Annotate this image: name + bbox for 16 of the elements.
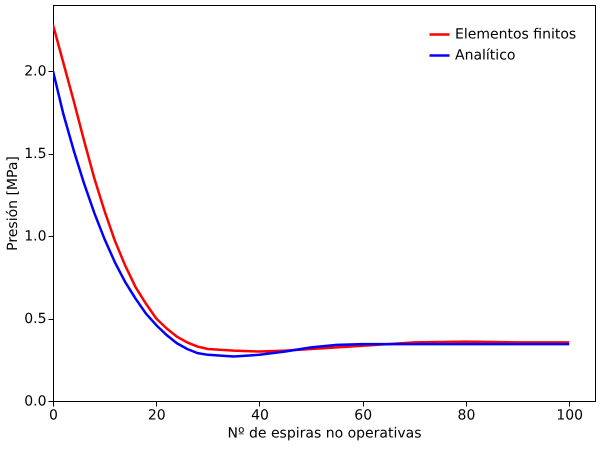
x-tick-label: 80 (458, 408, 476, 424)
y-tick-label: 2.0 (24, 64, 46, 80)
y-tick-label: 0.5 (24, 311, 46, 327)
x-tick-label: 20 (148, 408, 166, 424)
y-tick-label: 1.0 (24, 228, 46, 244)
line-series (53, 70, 570, 358)
x-tick-label: 100 (556, 408, 584, 424)
x-tick-label: 0 (49, 408, 58, 424)
y-tick-label: 0.0 (24, 394, 46, 410)
legend-label: Analítico (455, 48, 516, 64)
y-axis-title: Presión [MPa] (5, 156, 22, 251)
x-tick-label: 40 (251, 408, 269, 424)
x-tick-label: 60 (354, 408, 372, 424)
x-axis-title: Nº de espiras no operativas (227, 426, 422, 442)
y-tick-label: 1.5 (24, 146, 46, 162)
legend-label: Elementos finitos (455, 26, 576, 42)
